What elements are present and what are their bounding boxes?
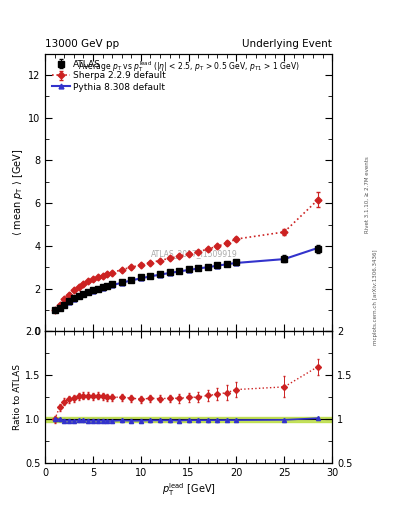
Text: Underlying Event: Underlying Event [242,38,332,49]
Pythia 8.308 default [95,286,100,292]
Pythia 8.308 default [57,305,62,311]
Bar [45,417,332,422]
Y-axis label: Ratio to ATLAS: Ratio to ATLAS [13,365,22,430]
Pythia 8.308 default [186,267,191,273]
Pythia 8.308 default [196,265,200,271]
Pythia 8.308 default [72,296,76,302]
Pythia 8.308 default [105,283,110,289]
Pythia 8.308 default [119,280,124,286]
Pythia 8.308 default [234,260,239,266]
Pythia 8.308 default [62,302,67,308]
Pythia 8.308 default [282,256,286,262]
Pythia 8.308 default [177,268,182,274]
Text: 13000 GeV pp: 13000 GeV pp [45,38,119,49]
X-axis label: $p_\mathrm{T}^\mathrm{lead}$ [GeV]: $p_\mathrm{T}^\mathrm{lead}$ [GeV] [162,481,215,498]
Pythia 8.308 default [158,271,162,278]
Pythia 8.308 default [224,261,229,267]
Pythia 8.308 default [52,307,57,313]
Line: Pythia 8.308 default: Pythia 8.308 default [52,246,320,312]
Text: Rivet 3.1.10, ≥ 2.7M events: Rivet 3.1.10, ≥ 2.7M events [365,156,370,233]
Pythia 8.308 default [110,282,114,288]
Y-axis label: $\langle$ mean $p_\mathrm{T}$ $\rangle$ [GeV]: $\langle$ mean $p_\mathrm{T}$ $\rangle$ … [11,149,25,236]
Pythia 8.308 default [86,289,90,295]
Pythia 8.308 default [148,273,153,280]
Pythia 8.308 default [215,263,220,269]
Text: ATLAS_2017_I1509919: ATLAS_2017_I1509919 [151,249,238,258]
Pythia 8.308 default [138,275,143,282]
Text: Average $p_\mathrm{T}$ vs $p_\mathrm{T}^\mathrm{lead}$ ($|\eta|$ < 2.5, $p_\math: Average $p_\mathrm{T}$ vs $p_\mathrm{T}^… [78,59,299,74]
Pythia 8.308 default [67,298,72,305]
Pythia 8.308 default [206,264,210,270]
Legend: ATLAS, Sherpa 2.2.9 default, Pythia 8.308 default: ATLAS, Sherpa 2.2.9 default, Pythia 8.30… [50,58,168,93]
Pythia 8.308 default [76,293,81,300]
Text: mcplots.cern.ch [arXiv:1306.3436]: mcplots.cern.ch [arXiv:1306.3436] [373,249,378,345]
Pythia 8.308 default [91,288,95,294]
Pythia 8.308 default [315,245,320,251]
Pythia 8.308 default [167,270,172,276]
Pythia 8.308 default [81,291,86,297]
Pythia 8.308 default [100,285,105,291]
Pythia 8.308 default [129,278,134,284]
